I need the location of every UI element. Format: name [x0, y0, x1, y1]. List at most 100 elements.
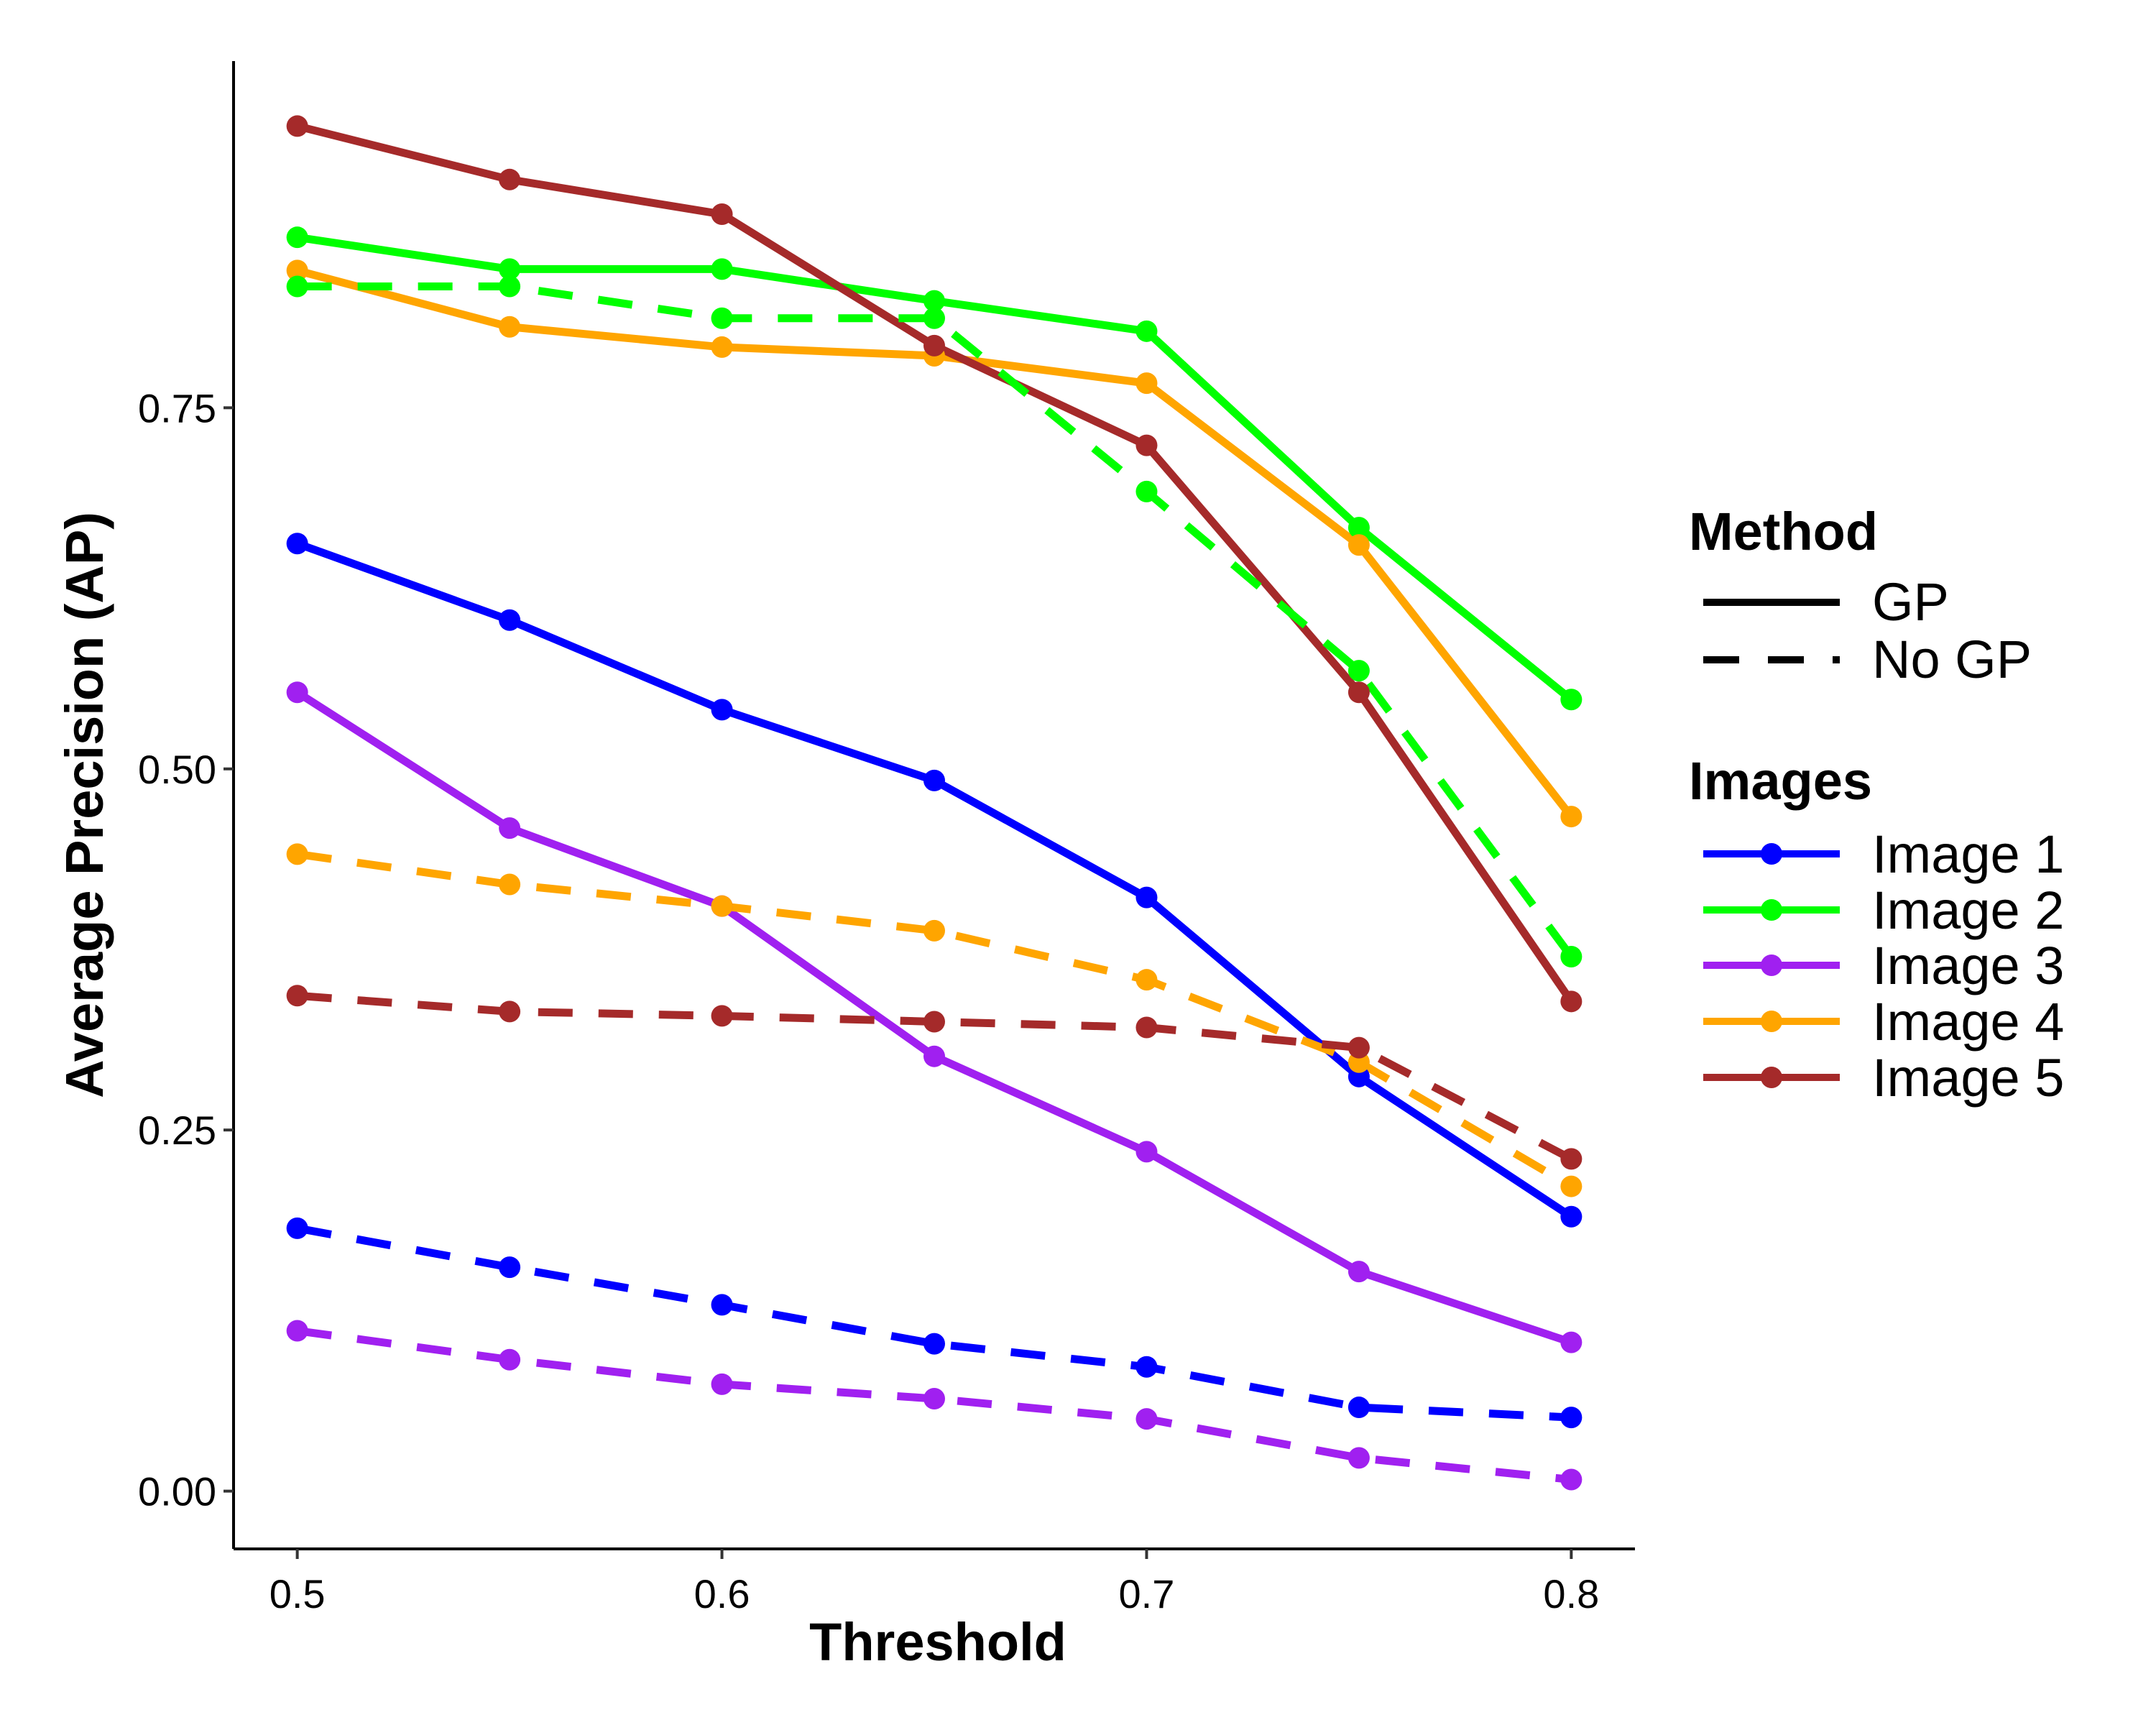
data-point-image-4-gp: [711, 336, 733, 358]
data-point-image-1-gp: [286, 533, 308, 555]
y-tick-label: 0.75: [138, 385, 216, 431]
data-point-image-3-gp: [286, 681, 308, 704]
legend-image-2-swatch-point: [1761, 899, 1782, 921]
data-point-image-1-gp: [923, 769, 945, 791]
data-point-image-2-no-gp: [923, 307, 945, 329]
data-point-image-1-gp: [499, 609, 521, 631]
data-point-image-4-gp: [1348, 534, 1370, 556]
x-tick-label: 0.7: [1119, 1571, 1175, 1616]
data-point-image-2-no-gp: [499, 275, 521, 298]
data-point-image-5-no-gp: [711, 1005, 733, 1027]
data-point-image-3-no-gp: [1560, 1468, 1583, 1491]
data-point-image-5-gp: [1560, 990, 1583, 1013]
x-tick-label: 0.8: [1543, 1571, 1599, 1616]
data-point-image-3-gp: [923, 1045, 945, 1067]
x-axis-title: Threshold: [809, 1612, 1067, 1672]
legend-image-1-swatch-point: [1761, 843, 1782, 865]
data-point-image-3-gp: [1560, 1331, 1583, 1353]
data-point-image-5-no-gp: [499, 1000, 521, 1023]
legend-item-image-2: Image 2: [1703, 880, 2064, 940]
legend-images-title: Images: [1689, 751, 1872, 811]
data-point-image-4-gp: [286, 259, 308, 282]
data-point-image-4-no-gp: [1560, 1175, 1583, 1197]
data-point-image-1-gp: [1135, 886, 1158, 908]
data-point-image-5-gp: [711, 203, 733, 226]
data-point-image-5-no-gp: [286, 985, 308, 1007]
data-point-image-4-gp: [1135, 372, 1158, 395]
data-point-image-2-gp: [1560, 689, 1583, 711]
y-tick-label: 0.50: [138, 747, 216, 792]
data-point-image-1-gp: [1560, 1205, 1583, 1228]
data-point-image-4-gp: [1560, 806, 1583, 828]
plot-area: [286, 115, 1583, 1491]
data-point-image-4-no-gp: [1135, 969, 1158, 991]
data-point-image-2-gp: [923, 290, 945, 312]
data-point-image-2-no-gp: [711, 307, 733, 329]
data-point-image-5-gp: [499, 168, 521, 190]
data-point-image-3-no-gp: [711, 1373, 733, 1395]
legend-item-image-4: Image 4: [1703, 992, 2064, 1052]
data-point-image-5-gp: [923, 334, 945, 356]
data-point-image-2-gp: [1135, 320, 1158, 342]
data-point-image-5-no-gp: [1348, 1036, 1370, 1059]
legend-item-gp: GP: [1703, 572, 1949, 632]
data-point-image-4-no-gp: [923, 919, 945, 942]
data-point-image-2-no-gp: [1135, 480, 1158, 502]
legend-item-no-gp: No GP: [1703, 630, 2032, 689]
y-axis-title: Average Precision (AP): [55, 512, 114, 1098]
data-point-image-5-gp: [1348, 681, 1370, 704]
data-point-image-5-gp: [1135, 434, 1158, 456]
legend-label-gp: GP: [1872, 572, 1949, 632]
x-axis-ticks: 0.5 0.6 0.7 0.8: [270, 1549, 1599, 1616]
data-point-image-5-gp: [286, 115, 308, 137]
data-point-image-2-gp: [711, 258, 733, 280]
data-point-image-3-no-gp: [286, 1320, 308, 1342]
data-point-image-4-no-gp: [711, 895, 733, 917]
data-point-image-2-gp: [499, 258, 521, 280]
legend-item-image-3: Image 3: [1703, 936, 2064, 995]
legend-item-image-5: Image 5: [1703, 1048, 2064, 1108]
data-point-image-3-no-gp: [1348, 1447, 1370, 1469]
data-point-image-1-no-gp: [286, 1217, 308, 1239]
data-point-image-5-no-gp: [923, 1011, 945, 1033]
y-tick-label: 0.25: [138, 1108, 216, 1153]
data-point-image-3-gp: [1348, 1261, 1370, 1283]
data-point-image-2-gp: [286, 226, 308, 249]
data-point-image-3-gp: [1135, 1141, 1158, 1163]
legend: Method GP No GP Images Image 1 Image 2 I…: [1689, 502, 2064, 1108]
data-point-image-2-no-gp: [286, 275, 308, 298]
data-point-image-2-no-gp: [1348, 660, 1370, 682]
data-point-image-4-gp: [499, 316, 521, 338]
data-point-image-2-gp: [1348, 517, 1370, 539]
x-tick-label: 0.5: [270, 1571, 326, 1616]
legend-item-image-1: Image 1: [1703, 824, 2064, 884]
legend-label-image-1: Image 1: [1872, 824, 2064, 884]
legend-label-image-4: Image 4: [1872, 992, 2064, 1052]
legend-label-image-2: Image 2: [1872, 880, 2064, 940]
data-point-image-1-no-gp: [1348, 1397, 1370, 1419]
data-point-image-2-no-gp: [1560, 946, 1583, 968]
points-layer: [286, 115, 1583, 1491]
data-point-image-3-gp: [499, 817, 521, 840]
data-point-image-1-no-gp: [1560, 1407, 1583, 1429]
legend-image-5-swatch-point: [1761, 1067, 1782, 1088]
data-point-image-1-no-gp: [1135, 1356, 1158, 1378]
data-point-image-5-no-gp: [1560, 1148, 1583, 1170]
data-point-image-4-no-gp: [499, 873, 521, 896]
legend-label-image-3: Image 3: [1872, 936, 2064, 995]
legend-image-3-swatch-point: [1761, 954, 1782, 976]
data-point-image-1-gp: [711, 699, 733, 721]
legend-label-image-5: Image 5: [1872, 1048, 2064, 1108]
data-point-image-3-no-gp: [923, 1387, 945, 1409]
data-point-image-3-no-gp: [1135, 1408, 1158, 1430]
y-axis-ticks: 0.00 0.25 0.50 0.75: [138, 385, 234, 1514]
legend-image-4-swatch-point: [1761, 1011, 1782, 1032]
data-point-image-3-no-gp: [499, 1348, 521, 1371]
data-point-image-5-no-gp: [1135, 1016, 1158, 1039]
y-tick-label: 0.00: [138, 1469, 216, 1514]
data-point-image-1-no-gp: [923, 1333, 945, 1355]
x-tick-label: 0.6: [694, 1571, 750, 1616]
data-point-image-1-no-gp: [711, 1294, 733, 1316]
data-point-image-1-no-gp: [499, 1256, 521, 1279]
